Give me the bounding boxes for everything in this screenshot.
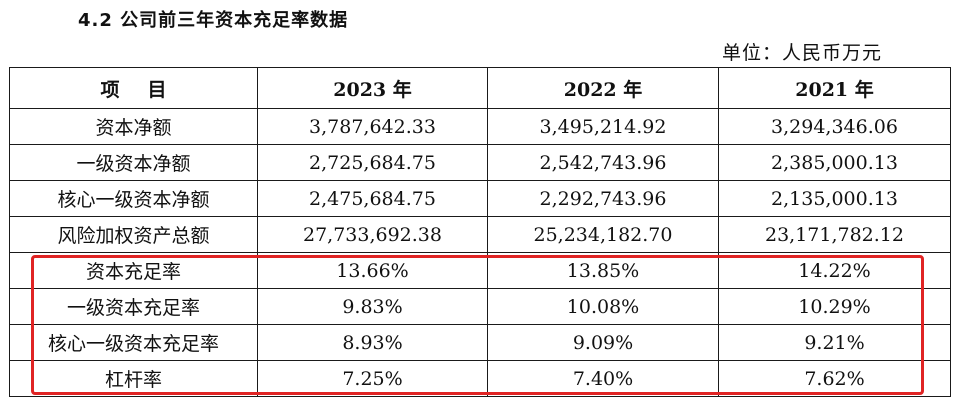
value-2022: 7.40% xyxy=(487,360,719,397)
table-row: 核心一级资本充足率 8.93% 9.09% 9.21% xyxy=(9,324,951,361)
value-2022: 13.85% xyxy=(487,252,719,289)
value-2022: 2,542,743.96 xyxy=(487,144,719,181)
table-row: 杠杆率 7.25% 7.40% 7.62% xyxy=(9,360,951,397)
row-label: 一级资本充足率 xyxy=(9,288,258,325)
value-2021: 23,171,782.12 xyxy=(718,216,951,253)
value-2023: 2,725,684.75 xyxy=(257,144,488,181)
value-2023: 8.93% xyxy=(257,324,488,361)
table-row: 资本充足率 13.66% 13.85% 14.22% xyxy=(9,252,951,289)
table-row: 一级资本净额 2,725,684.75 2,542,743.96 2,385,0… xyxy=(9,144,951,181)
table-row: 核心一级资本净额 2,475,684.75 2,292,743.96 2,135… xyxy=(9,180,951,217)
value-2022: 3,495,214.92 xyxy=(487,108,719,145)
row-label: 资本净额 xyxy=(9,108,258,145)
row-label: 核心一级资本净额 xyxy=(9,180,258,217)
row-label: 杠杆率 xyxy=(9,360,258,397)
value-2021: 7.62% xyxy=(718,360,951,397)
table-header-row: 项目 2023 年 2022 年 2021 年 xyxy=(9,67,951,109)
value-2022: 25,234,182.70 xyxy=(487,216,719,253)
value-2023: 13.66% xyxy=(257,252,488,289)
row-label: 风险加权资产总额 xyxy=(9,216,258,253)
header-2022: 2022 年 xyxy=(487,67,719,109)
value-2021: 2,385,000.13 xyxy=(718,144,951,181)
row-label: 资本充足率 xyxy=(9,252,258,289)
section-heading: 4.2 公司前三年资本充足率数据 xyxy=(78,10,349,31)
value-2021: 2,135,000.13 xyxy=(718,180,951,217)
header-item: 项目 xyxy=(9,67,258,109)
row-label: 核心一级资本充足率 xyxy=(9,324,258,361)
value-2023: 2,475,684.75 xyxy=(257,180,488,217)
value-2021: 3,294,346.06 xyxy=(718,108,951,145)
value-2021: 9.21% xyxy=(718,324,951,361)
row-label: 一级资本净额 xyxy=(9,144,258,181)
value-2021: 10.29% xyxy=(718,288,951,325)
value-2023: 7.25% xyxy=(257,360,488,397)
value-2023: 9.83% xyxy=(257,288,488,325)
value-2022: 2,292,743.96 xyxy=(487,180,719,217)
value-2023: 27,733,692.38 xyxy=(257,216,488,253)
header-2023: 2023 年 xyxy=(257,67,488,109)
value-2021: 14.22% xyxy=(718,252,951,289)
unit-label: 单位：人民币万元 xyxy=(721,42,882,64)
value-2023: 3,787,642.33 xyxy=(257,108,488,145)
capital-adequacy-table: 项目 2023 年 2022 年 2021 年 资本净额 3,787,642.3… xyxy=(9,67,951,397)
table-row: 风险加权资产总额 27,733,692.38 25,234,182.70 23,… xyxy=(9,216,951,253)
value-2022: 10.08% xyxy=(487,288,719,325)
table-row: 一级资本充足率 9.83% 10.08% 10.29% xyxy=(9,288,951,325)
table-row: 资本净额 3,787,642.33 3,495,214.92 3,294,346… xyxy=(9,108,951,145)
header-2021: 2021 年 xyxy=(718,67,951,109)
value-2022: 9.09% xyxy=(487,324,719,361)
